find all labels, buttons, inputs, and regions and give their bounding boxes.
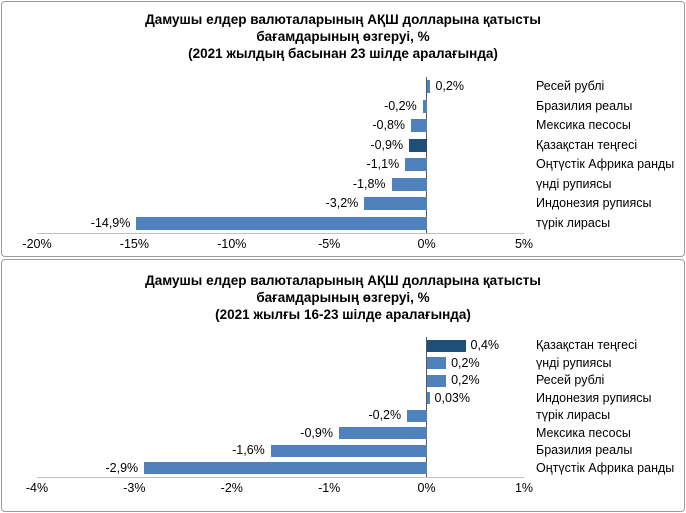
category-label: Ресей рублі (536, 373, 605, 387)
category-label: Қазақстан теңгесі (536, 338, 638, 352)
bar (426, 392, 430, 405)
value-label: -0,8% (372, 118, 406, 132)
value-label: -3,2% (325, 196, 359, 210)
value-label: 0,4% (470, 338, 500, 352)
bar (409, 138, 427, 152)
zero-axis-line (425, 77, 428, 233)
bar (422, 99, 427, 113)
category-label: Ресей рублі (536, 79, 605, 93)
category-label: Бразилия реалы (536, 443, 633, 457)
bar (411, 119, 427, 133)
tick-label: -3% (123, 481, 146, 495)
tick-label: 0% (417, 481, 436, 495)
chart-body: 0,2% -0,2% -0,8% -0,9% -1,1% -1,8% -3,2% -14,9%… (2, 77, 684, 254)
tick-label: 0% (417, 237, 436, 251)
plot-column: 0,4% 0,2% 0,2% 0,03% -0,2% -0,9% -1,6% -2,9% -4%… (26, 337, 533, 498)
value-label: -2,9% (105, 460, 139, 475)
plot-area: 0,4% 0,2% 0,2% 0,03% -0,2% -0,9% -1,6% -2,9% (37, 337, 524, 478)
value-label: 0,03% (434, 390, 470, 405)
tick-label: -5% (318, 237, 341, 251)
chart-body: 0,4% 0,2% 0,2% 0,03% -0,2% -0,9% -1,6% -2,9% -4%… (2, 337, 684, 498)
value-label: -14,9% (90, 215, 131, 230)
bar (407, 409, 427, 422)
category-label: Мексика песосы (536, 118, 631, 132)
bar (364, 197, 427, 211)
bar (426, 80, 431, 94)
bar (426, 374, 447, 387)
tick-label: -4% (25, 481, 49, 495)
category-label: түрік лирасы (536, 215, 611, 230)
tick-label: -2% (220, 481, 243, 495)
tick-label: 1% (514, 481, 534, 495)
bar-chart-week: 0,4% 0,2% 0,2% 0,03% -0,2% -0,9% -1,6% -2,9% -4%… (2, 337, 684, 498)
value-label: 0,2% (451, 373, 480, 387)
zero-axis-line (425, 337, 428, 477)
bar (405, 158, 427, 172)
tick-label: 5% (514, 237, 534, 251)
bar-chart-since-year-start: 0,2% -0,2% -0,8% -0,9% -1,1% -1,8% -3,2% -14,9%… (2, 77, 684, 254)
value-label: -1,1% (366, 157, 400, 171)
category-label: Индонезия рупиясы (536, 196, 652, 210)
value-label: -0,9% (370, 137, 404, 152)
category-label: Мексика песосы (536, 425, 631, 440)
tick-label: -1% (318, 481, 341, 495)
chart-title: Дамушы елдер валюталарының АҚШ долларына… (145, 273, 541, 322)
chart-panel-since-year-start: Дамушы елдер валюталарының АҚШ долларына… (1, 1, 685, 257)
value-label: -1,8% (352, 176, 386, 191)
value-label: 0,2% (451, 355, 480, 370)
category-label: Оңтүстік Африка ранды (536, 157, 675, 171)
plot-area: 0,2% -0,2% -0,8% -0,9% -1,1% -1,8% -3,2% -14,9% (37, 77, 524, 234)
bar (426, 357, 447, 370)
bar (136, 216, 427, 230)
category-label: Индонезия рупиясы (536, 390, 652, 405)
value-label: -0,2% (368, 408, 402, 422)
bar (270, 444, 427, 457)
x-axis-ticks: -20% -15% -10% -5% 0% 5% (22, 237, 533, 254)
plot-column: 0,2% -0,2% -0,8% -0,9% -1,1% -1,8% -3,2% -14,9%… (22, 77, 533, 254)
category-label: Оңтүстік Африка ранды (536, 460, 675, 475)
chart-title: Дамушы елдер валюталарының АҚШ долларына… (145, 12, 541, 61)
value-label: 0,2% (435, 79, 464, 93)
category-label: үнді рупиясы (536, 355, 612, 370)
category-column: Ресей рублі Бразилия реалы Мексика песосы Қ… (524, 77, 684, 254)
value-label: -0,9% (300, 425, 333, 440)
bar (338, 427, 427, 440)
tick-label: -10% (217, 237, 247, 251)
category-label: үнді рупиясы (536, 176, 612, 191)
bar (426, 339, 466, 352)
category-label: түрік лирасы (536, 408, 611, 422)
chart-panel-week: Дамушы елдер валюталарының АҚШ долларына… (1, 259, 685, 512)
value-label: -0,2% (384, 98, 417, 113)
category-column: Қазақстан теңгесі үнді рупиясы Ресей рублі… (524, 337, 684, 498)
tick-label: -20% (22, 237, 52, 251)
category-label: Бразилия реалы (536, 98, 633, 113)
tick-label: -15% (119, 237, 149, 251)
value-label: -1,6% (232, 443, 265, 457)
bar (391, 177, 427, 191)
bar (144, 462, 427, 475)
x-axis-ticks: -4% -3% -2% -1% 0% 1% (26, 481, 533, 498)
category-label: Қазақстан теңгесі (536, 137, 638, 152)
